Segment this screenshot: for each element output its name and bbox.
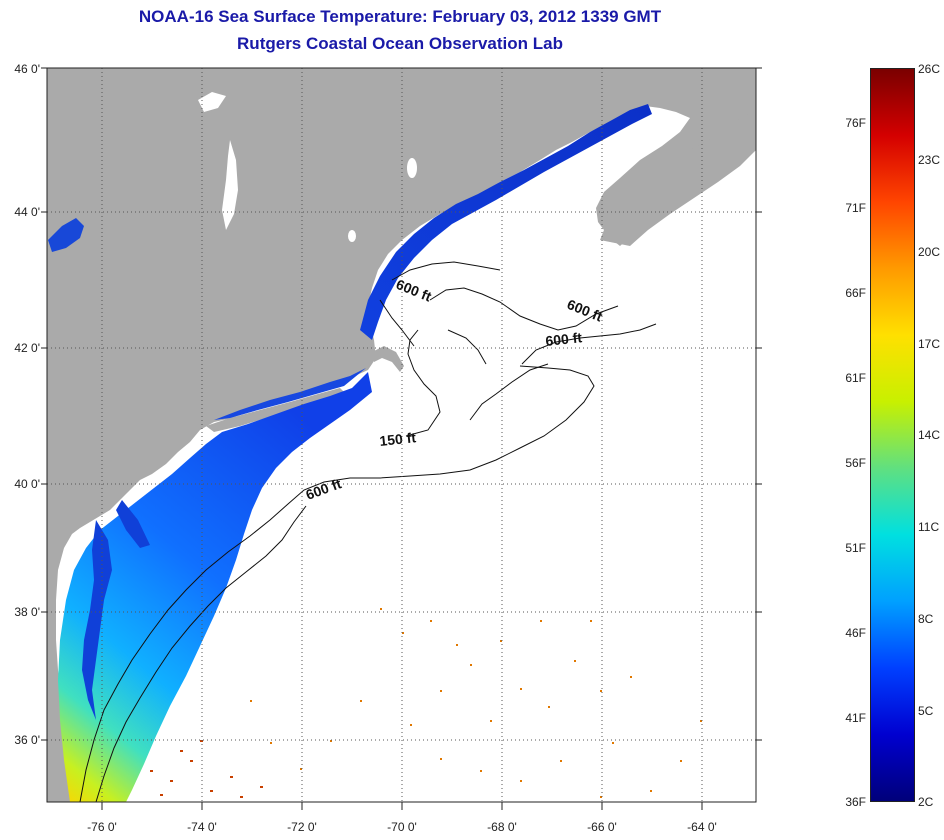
colorbar-c-label: 14C	[918, 428, 941, 442]
colorbar-c-label: 20C	[918, 245, 941, 259]
colorbar-f-label: 36F	[845, 795, 866, 809]
lat-label: 44 0'	[14, 205, 40, 219]
land-mainland	[47, 68, 756, 802]
colorbar-f-label: 66F	[845, 286, 866, 300]
colorbar-c-label: 26C	[918, 62, 941, 76]
colorbar-f-label: 71F	[845, 201, 866, 215]
gulf-stream-pixels	[250, 608, 702, 798]
lon-label: -64 0'	[687, 820, 717, 834]
tick-marks	[41, 67, 762, 810]
lon-label: -70 0'	[387, 820, 417, 834]
sst-gulf-of-maine-band	[360, 104, 652, 340]
lon-label: -66 0'	[587, 820, 617, 834]
chesapeake-bay	[82, 520, 112, 720]
colorbar-f-label: 61F	[845, 371, 866, 385]
long-island-sound	[214, 368, 366, 420]
lake-champlain	[222, 140, 238, 230]
lake-moosehead	[407, 158, 417, 178]
lon-label: -68 0'	[487, 820, 517, 834]
colorbar-f-label: 41F	[845, 711, 866, 725]
colorbar-c-label: 23C	[918, 153, 941, 167]
lake-st-john	[198, 92, 226, 112]
land-cape-cod	[372, 346, 404, 372]
lon-label: -76 0'	[87, 820, 117, 834]
bathymetry-contours	[79, 261, 657, 802]
lat-label: 36 0'	[14, 733, 40, 747]
temperature-colorbar	[870, 68, 915, 802]
colorbar-c-label: 17C	[918, 337, 941, 351]
colorbar-c-label: 8C	[918, 612, 934, 626]
lat-label: 46 0'	[14, 62, 40, 76]
lon-label: -72 0'	[287, 820, 317, 834]
lon-label: -74 0'	[187, 820, 217, 834]
land-long-island	[206, 388, 344, 432]
colorbar-c-label: 5C	[918, 704, 934, 718]
sst-coastal-band	[58, 372, 372, 802]
map-subtitle: Rutgers Coastal Ocean Observation Lab	[237, 34, 563, 53]
colorbar-f-label: 76F	[845, 116, 866, 130]
lat-label: 42 0'	[14, 341, 40, 355]
lake-ontario	[48, 218, 84, 252]
colorbar-f-label: 51F	[845, 541, 866, 555]
lat-label: 38 0'	[14, 605, 40, 619]
contour-label: 600 ft	[545, 329, 583, 349]
contour-label: 150 ft	[379, 429, 417, 449]
lake-winnipesaukee	[348, 230, 356, 242]
colorbar-c-label: 11C	[918, 520, 940, 534]
delaware-bay	[116, 500, 150, 548]
lat-label: 40 0'	[14, 477, 40, 491]
colorbar-c-label: 2C	[918, 795, 934, 809]
map-title: NOAA-16 Sea Surface Temperature: Februar…	[138, 7, 662, 26]
colorbar-f-label: 56F	[845, 456, 866, 470]
colorbar-f-label: 46F	[845, 626, 866, 640]
